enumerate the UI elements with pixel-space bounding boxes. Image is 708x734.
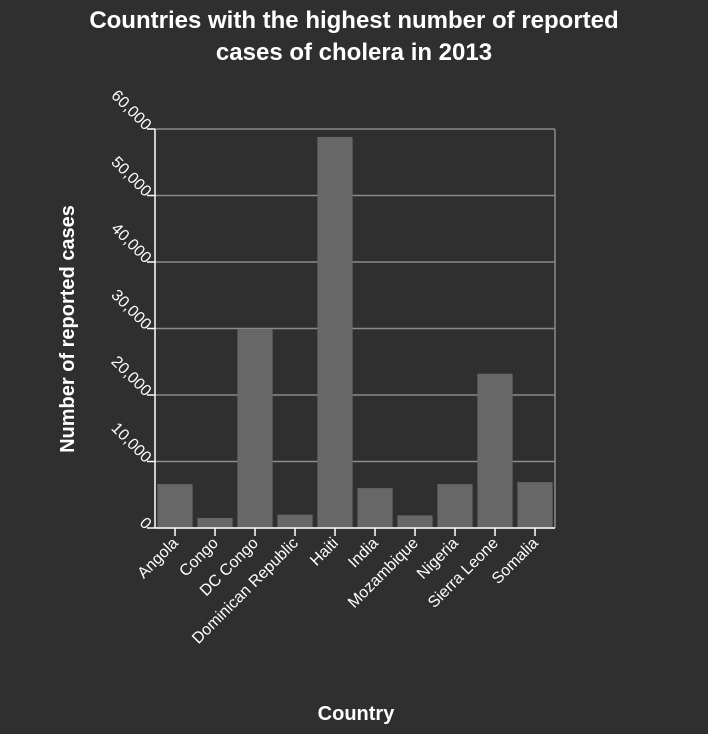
x-tick-label: Haiti	[307, 535, 342, 570]
y-tick-label: 0	[136, 515, 154, 533]
bar	[357, 488, 393, 528]
bar	[317, 136, 353, 529]
x-tick-label: India	[345, 535, 382, 572]
y-tick-label: 50,000	[108, 154, 155, 201]
y-tick-label: 30,000	[108, 287, 155, 334]
bar	[157, 484, 193, 528]
bar	[237, 329, 273, 528]
y-tick-label: 10,000	[108, 420, 155, 467]
y-tick-label: 20,000	[108, 353, 155, 400]
y-axis-label: Number of reported cases	[57, 205, 79, 453]
chart-title-line-2: cases of cholera in 2013	[216, 39, 492, 66]
bar	[437, 484, 473, 528]
chart-title-line-1: Countries with the highest number of rep…	[89, 7, 618, 34]
x-axis-label: Country	[318, 703, 396, 725]
y-tick-label: 40,000	[108, 220, 155, 267]
x-tick-label: Angola	[135, 535, 182, 582]
bar	[197, 518, 233, 528]
x-tick-label: Mozambique	[345, 535, 422, 612]
bar	[517, 482, 553, 528]
bar	[277, 514, 313, 528]
y-tick-label: 60,000	[108, 87, 155, 134]
bar	[397, 515, 433, 528]
bar	[477, 373, 513, 528]
plot-area: 0 10,000 20,000 30,000 40,000 50,000 60,000 Ang…	[108, 87, 556, 647]
